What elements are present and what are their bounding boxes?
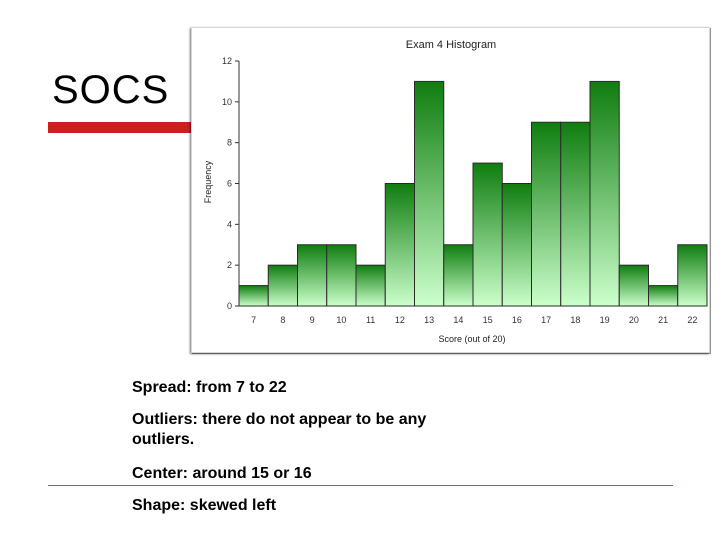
y-tick-label: 4: [227, 219, 232, 229]
x-tick-label: 7: [251, 315, 256, 325]
histogram-chart: Exam 4 Histogram Frequency Score (out of…: [191, 27, 710, 353]
histogram-bar: [589, 80, 620, 307]
x-tick-label: 13: [424, 315, 434, 325]
histogram-bar: [384, 183, 415, 307]
histogram-bar: [531, 121, 562, 307]
x-tick-label: 19: [600, 315, 610, 325]
x-tick-label: 12: [395, 315, 405, 325]
histogram-bar: [648, 285, 679, 307]
histogram-bar: [297, 244, 328, 307]
histogram-bar: [560, 121, 591, 307]
y-tick-label: 2: [227, 260, 232, 270]
x-tick-label: 15: [483, 315, 493, 325]
histogram-bar: [355, 264, 386, 307]
x-tick-label: 21: [658, 315, 668, 325]
chart-bars: [238, 80, 708, 307]
x-tick-label: 9: [310, 315, 315, 325]
bottom-rule: [48, 485, 673, 486]
y-axis-label: Frequency: [203, 160, 213, 203]
y-tick-label: 10: [222, 97, 232, 107]
histogram-bar: [267, 264, 298, 307]
note-center: Center: around 15 or 16: [132, 465, 312, 482]
histogram-bar: [472, 162, 503, 307]
x-tick-label: 16: [512, 315, 522, 325]
x-tick-labels: 7 8 9 10 11 12 13 14 15 16 17 18 19 20 21 22: [251, 315, 697, 325]
histogram-bar: [238, 285, 269, 307]
slide-title: SOCS: [52, 68, 170, 112]
x-tick-label: 17: [541, 315, 551, 325]
x-tick-label: 20: [629, 315, 639, 325]
y-tick-label: 8: [227, 138, 232, 148]
x-tick-label: 11: [366, 315, 375, 325]
chart-title: Exam 4 Histogram: [406, 39, 496, 51]
x-axis-label: Score (out of 20): [438, 334, 505, 344]
histogram-bar: [618, 264, 649, 307]
note-shape: Shape: skewed left: [132, 497, 277, 514]
histogram-bar: [326, 244, 357, 307]
histogram-bar: [501, 183, 532, 307]
x-tick-label: 8: [280, 315, 285, 325]
histogram-bar: [677, 244, 708, 307]
histogram-svg: Exam 4 Histogram Frequency Score (out of…: [203, 39, 708, 344]
x-tick-label: 10: [336, 315, 346, 325]
y-tick-labels: 0 2 4 6 8 10 12: [222, 56, 239, 311]
title-underline: [48, 122, 208, 133]
x-tick-label: 22: [687, 315, 697, 325]
y-tick-label: 0: [227, 301, 232, 311]
note-outliers: Outliers: there do not appear to be any …: [132, 411, 427, 448]
y-tick-label: 6: [227, 179, 232, 189]
note-spread: Spread: from 7 to 22: [132, 379, 287, 396]
histogram-bar: [414, 80, 445, 307]
histogram-bar: [443, 244, 474, 307]
x-tick-label: 18: [570, 315, 580, 325]
y-tick-label: 12: [222, 56, 232, 66]
x-tick-label: 14: [453, 315, 463, 325]
